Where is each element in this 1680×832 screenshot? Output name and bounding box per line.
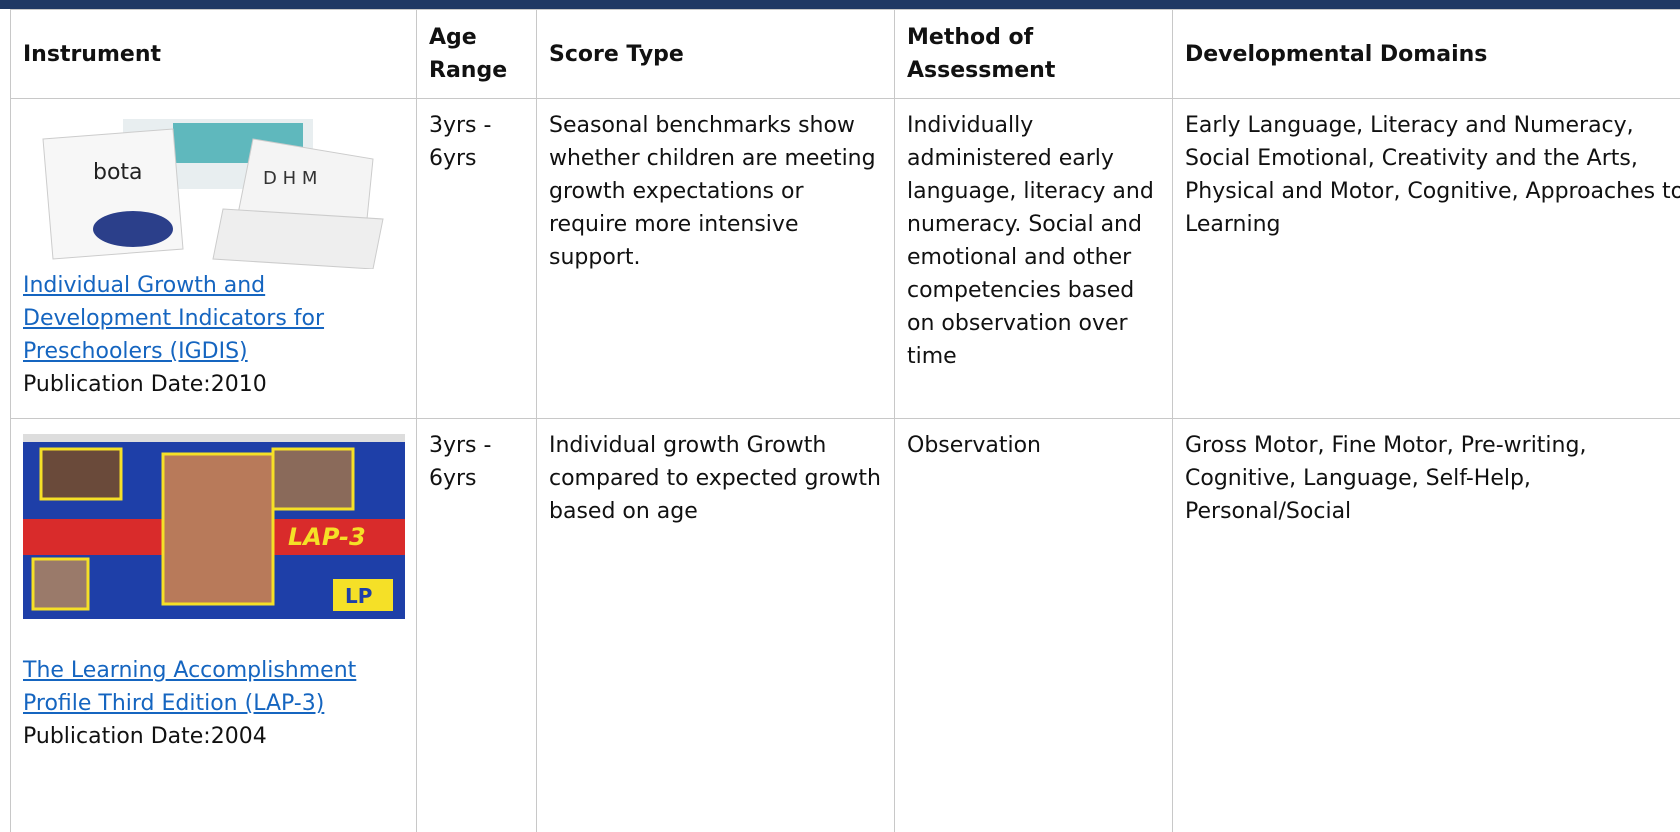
row: LAP-3 LP The Learning Accomplishment Pro… — [10, 418, 1680, 832]
method-cell: Individually administered early language… — [894, 98, 1173, 419]
logo-box — [333, 579, 393, 611]
instrument-cell: bota D H M Individual Growth and Develop… — [10, 98, 417, 419]
shoe — [93, 211, 173, 247]
photo — [161, 452, 275, 606]
instrument-link[interactable]: Individual Growth and Development Indica… — [23, 273, 325, 364]
score-cell: Seasonal benchmarks show whether childre… — [536, 98, 895, 419]
header-cell: Developmental Domains — [1172, 9, 1680, 99]
publication-date: Publication Date:2010 — [23, 372, 267, 397]
age-cell: 3yrs - 6yrs — [416, 98, 537, 419]
domains-cell: Gross Motor, Fine Motor, Pre-writing, Co… — [1172, 418, 1680, 832]
photo — [271, 447, 355, 511]
header-cell: Age Range — [416, 9, 537, 99]
method-cell: Observation — [894, 418, 1173, 832]
image-text: LP — [345, 584, 372, 608]
row: bota D H M Individual Growth and Develop… — [10, 98, 1680, 419]
spiral — [23, 434, 405, 442]
score-cell: Individual growth Growth compared to exp… — [536, 418, 895, 832]
domains-cell: Early Language, Literacy and Numeracy, S… — [1172, 98, 1680, 419]
image-text: bota — [93, 160, 143, 185]
photo — [31, 557, 90, 611]
top-bar — [0, 0, 1680, 9]
table: Instrument Age Range Score Type Method o… — [10, 9, 1680, 832]
header-cell: Instrument — [10, 9, 417, 99]
image-text: LAP-3 — [288, 523, 366, 551]
header-cell: Method of Assessment — [894, 9, 1173, 99]
age-cell: 3yrs - 6yrs — [416, 418, 537, 832]
publication-date: Publication Date:2004 — [23, 724, 267, 749]
table-container: Instrument Age Range Score Type Method o… — [10, 9, 1680, 832]
header-row: Instrument Age Range Score Type Method o… — [10, 9, 1680, 99]
card — [212, 208, 384, 269]
instrument-link[interactable]: The Learning Accomplishment Profile Thir… — [23, 658, 357, 716]
photo — [39, 447, 123, 501]
instrument-cell: LAP-3 LP The Learning Accomplishment Pro… — [10, 418, 417, 832]
image-text: D H M — [263, 168, 317, 189]
header-cell: Score Type — [536, 9, 895, 99]
instrument-image: bota D H M — [42, 119, 384, 269]
instrument-image: LAP-3 LP — [23, 434, 405, 619]
